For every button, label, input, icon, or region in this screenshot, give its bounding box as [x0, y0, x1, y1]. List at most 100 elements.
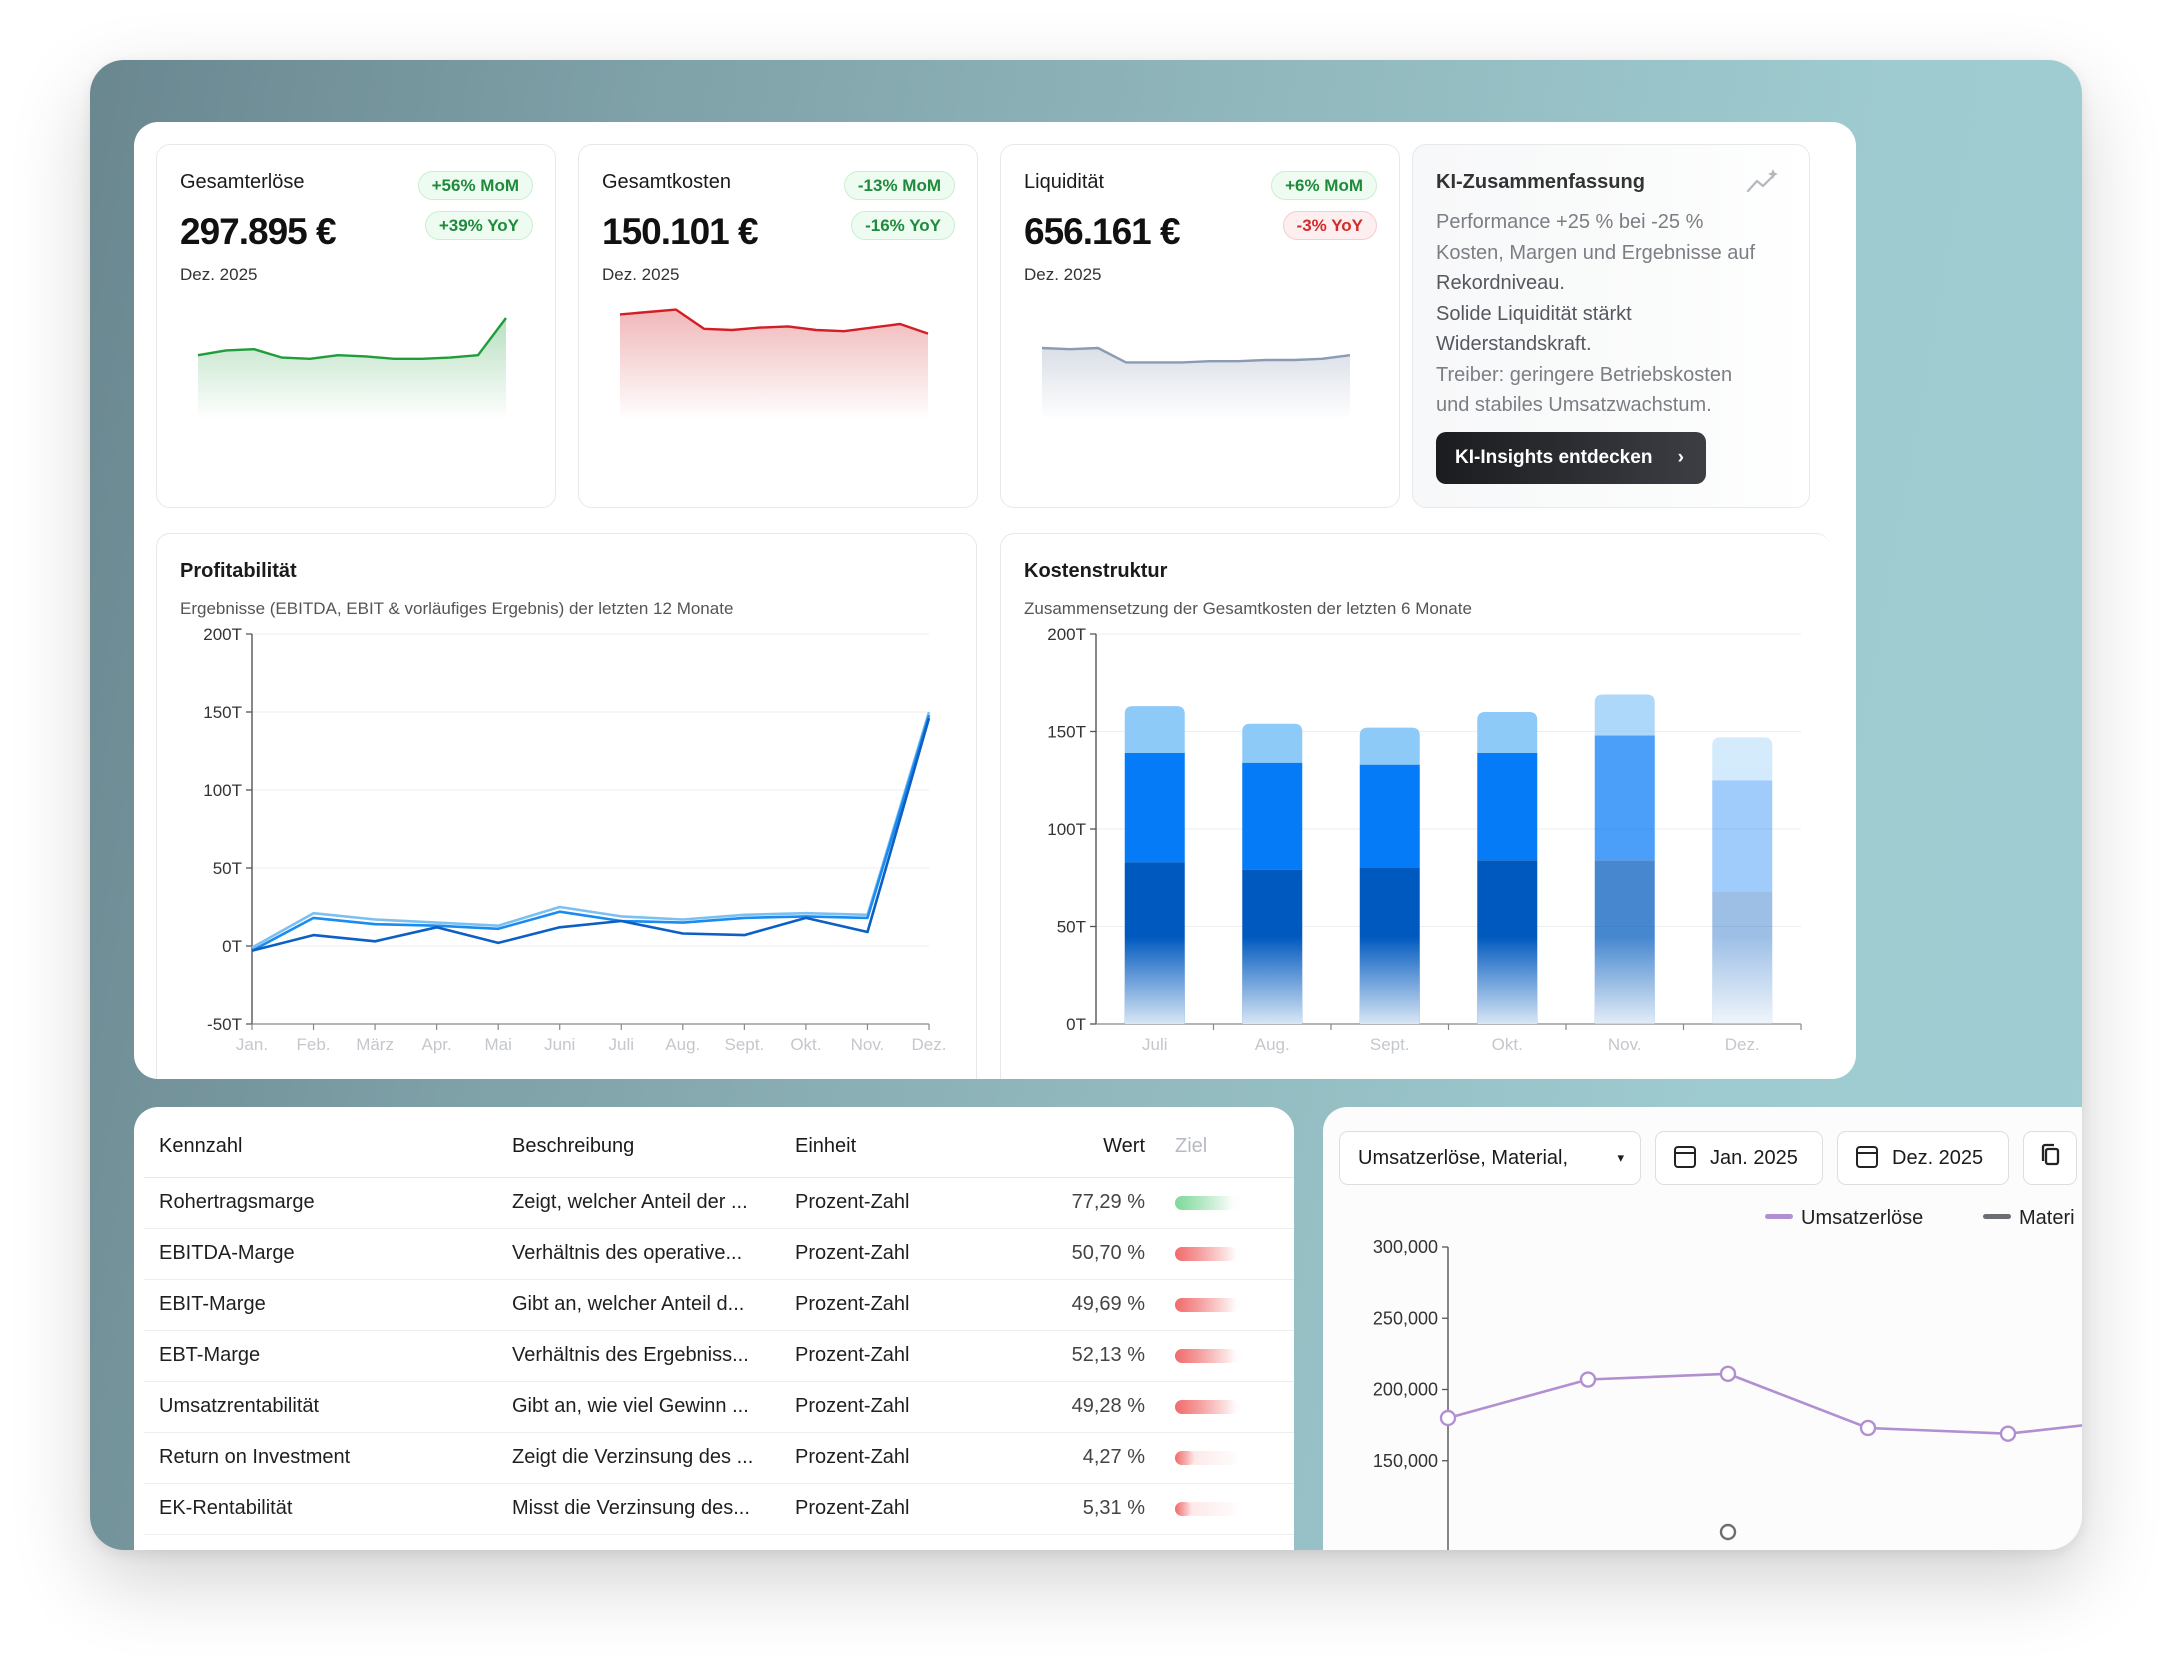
dashboard-top-panel: Gesamterlöse 297.895 € Dez. 2025 +56% Mo…	[134, 122, 1856, 1079]
table-row[interactable]: EBIT-Marge Gibt an, welcher Anteil d... …	[144, 1279, 1294, 1331]
table-row[interactable]: EBT-Marge Verhältnis des Ergebniss... Pr…	[144, 1330, 1294, 1382]
cell-kennzahl: Rohertragsmarge	[144, 1177, 497, 1229]
kpi-date: Dez. 2025	[602, 265, 680, 284]
sparkle-trend-icon	[1746, 169, 1778, 193]
target-progress-fill	[1175, 1297, 1236, 1312]
x-tick-label: Aug.	[665, 1035, 700, 1054]
column-header-beschreibung[interactable]: Beschreibung	[497, 1117, 780, 1178]
cell-einheit: Prozent-Zahl	[780, 1483, 1030, 1535]
bar-fade	[1359, 936, 1420, 1024]
legend-label: Umsatzerlöse	[1801, 1207, 1924, 1229]
target-progress-fill	[1175, 1348, 1236, 1363]
cell-kennzahl: Return on Investment	[144, 1432, 497, 1484]
bar-segment	[1242, 723, 1303, 763]
profitability-line-chart: -50T 0T 50T 100T 150T 200T Jan. Feb. März Apr. Mai…	[203, 625, 947, 1054]
table-row[interactable]: EK-Rentabilität Misst die Verzinsung des…	[144, 1483, 1294, 1535]
bar-segment	[1359, 727, 1420, 765]
bar-stack	[1712, 737, 1773, 1024]
column-header-kennzahl[interactable]: Kennzahl	[144, 1117, 497, 1178]
table-row[interactable]: EBITDA-Marge Verhältnis des operative...…	[144, 1228, 1294, 1280]
trend-chart-panel: Umsatzerlöse, Material, ▾ Jan. 2025 Dez.…	[1323, 1107, 2082, 1550]
cell-beschreibung: Gibt an, wie viel Gewinn ...	[497, 1381, 780, 1433]
y-tick-label: 50T	[213, 859, 242, 878]
cell-ziel	[1160, 1279, 1294, 1331]
bar-stack	[1124, 706, 1185, 1024]
bar-segment	[1124, 706, 1185, 753]
legend-item-material[interactable]: Materi	[1983, 1207, 2075, 1230]
data-point	[1719, 1523, 1737, 1541]
bar-segment	[1242, 762, 1303, 870]
x-tick-label: März	[356, 1035, 394, 1054]
y-tick-label: 150T	[1047, 723, 1086, 742]
x-tick-label: Okt.	[790, 1035, 821, 1054]
date-to-value: Dez. 2025	[1892, 1147, 1984, 1169]
y-tick-label: 0T	[222, 937, 242, 956]
kpi-card[interactable]: Liquidität 656.161 € Dez. 2025 +6% MoM -…	[1000, 144, 1400, 508]
cell-kennzahl: EBITDA-Marge	[144, 1228, 497, 1280]
cell-kennzahl: EBIT-Marge	[144, 1279, 497, 1331]
kpi-sparkline	[197, 317, 507, 420]
app-backdrop: Gesamterlöse 297.895 € Dez. 2025 +56% Mo…	[90, 60, 2082, 1550]
kpi-value: 297.895 €	[180, 211, 337, 252]
ai-summary-card: KI-Zusammenfassung Performance +25 % bei…	[1412, 144, 1810, 508]
yoy-badge: +39% YoY	[424, 211, 533, 240]
y-tick-label: 50T	[1057, 918, 1086, 937]
date-from-picker[interactable]: Jan. 2025	[1655, 1131, 1823, 1185]
bar-fade	[1594, 936, 1655, 1024]
ai-summary-line: Performance +25 % bei -25 %	[1436, 211, 1704, 233]
yoy-badge: -16% YoY	[851, 211, 955, 240]
cell-wert: 50,70 %	[1030, 1228, 1160, 1280]
table-row[interactable]: Rohertragsmarge Zeigt, welcher Anteil de…	[144, 1177, 1294, 1229]
cell-ziel	[1160, 1432, 1294, 1484]
x-tick-label: Apr.	[422, 1035, 452, 1054]
sparkline-line	[197, 317, 507, 360]
y-tick-label: 300,000	[1373, 1237, 1438, 1257]
legend-item-umsatzerloese[interactable]: Umsatzerlöse	[1765, 1207, 1923, 1230]
column-header-einheit[interactable]: Einheit	[780, 1117, 1030, 1178]
kpi-card[interactable]: Gesamtkosten 150.101 € Dez. 2025 -13% Mo…	[578, 144, 978, 508]
bar-stack	[1242, 723, 1303, 1024]
cell-wert: 4,27 %	[1030, 1432, 1160, 1484]
cell-wert: 52,13 %	[1030, 1330, 1160, 1382]
x-tick-label: Sept.	[725, 1035, 765, 1054]
data-point	[1579, 1371, 1597, 1388]
y-tick-label: 0T	[1066, 1015, 1086, 1034]
x-tick-label: Sept.	[1370, 1035, 1410, 1054]
x-tick-label: Juli	[1142, 1035, 1168, 1054]
bar-segment	[1477, 712, 1538, 753]
series-select[interactable]: Umsatzerlöse, Material, ▾	[1339, 1131, 1641, 1185]
bar-stack	[1359, 727, 1420, 1024]
target-progress-fill	[1175, 1246, 1236, 1261]
y-tick-label: 200T	[203, 625, 242, 644]
x-tick-label: Dez.	[912, 1035, 947, 1054]
x-tick-label: Nov.	[1608, 1035, 1642, 1054]
date-to-picker[interactable]: Dez. 2025	[1837, 1131, 2009, 1185]
copy-button[interactable]	[2023, 1131, 2077, 1185]
kpi-date: Dez. 2025	[1024, 265, 1102, 284]
bar-segment	[1594, 735, 1655, 861]
cell-einheit: Prozent-Zahl	[780, 1279, 1030, 1331]
ki-insights-button-label: KI-Insights entdecken	[1455, 447, 1653, 468]
y-tick-label: 150T	[203, 703, 242, 722]
table-row[interactable]: Return on Investment Zeigt die Verzinsun…	[144, 1432, 1294, 1484]
cell-beschreibung: Verhältnis des operative...	[497, 1228, 780, 1280]
ki-insights-button[interactable]: KI-Insights entdecken ›	[1436, 432, 1706, 484]
legend-swatch	[1765, 1214, 1793, 1219]
yoy-badge: -3% YoY	[1282, 211, 1377, 240]
kpi-table: Kennzahl Beschreibung Einheit Wert Ziel …	[144, 1117, 1294, 1535]
table-row[interactable]: Umsatzrentabilität Gibt an, wie viel Gew…	[144, 1381, 1294, 1433]
kpi-title: Gesamtkosten	[602, 171, 731, 193]
column-header-wert[interactable]: Wert	[1030, 1117, 1160, 1178]
y-tick-label: 200,000	[1373, 1380, 1438, 1400]
cell-ziel	[1160, 1177, 1294, 1229]
cell-kennzahl: Umsatzrentabilität	[144, 1381, 497, 1433]
kpi-title: Gesamterlöse	[180, 171, 305, 193]
cell-wert: 5,31 %	[1030, 1483, 1160, 1535]
kpi-card[interactable]: Gesamterlöse 297.895 € Dez. 2025 +56% Mo…	[156, 144, 556, 508]
kpi-table-panel: Kennzahl Beschreibung Einheit Wert Ziel …	[134, 1107, 1294, 1550]
x-tick-label: Aug.	[1255, 1035, 1290, 1054]
copy-icon	[2041, 1143, 2060, 1166]
column-header-ziel[interactable]: Ziel	[1160, 1117, 1294, 1178]
calendar-icon	[1674, 1146, 1696, 1168]
x-tick-label: Juni	[544, 1035, 575, 1054]
